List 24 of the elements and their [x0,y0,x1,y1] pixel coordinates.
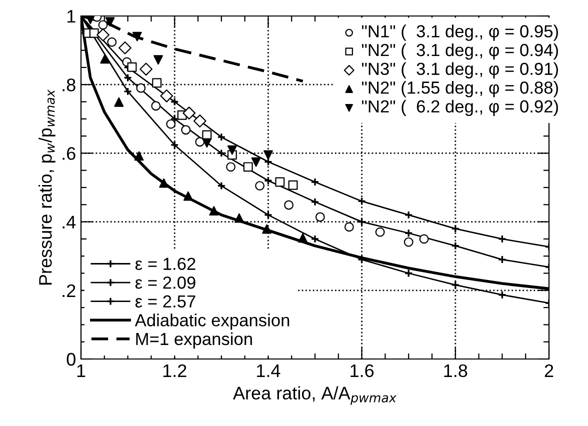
x-tick-label: 1.2 [163,364,186,377]
legend-label: "N3" ( 3.1 deg., φ = 0.91) [362,62,558,78]
y-tick-label: .6 [62,147,76,160]
legend-label: "N2" (1.55 deg., φ = 0.88) [362,81,558,98]
legend-label: "N1" ( 3.1 deg., φ = 0.95) [362,24,558,41]
y-tick-label: 1 [67,10,76,23]
x-tick-label: 1.6 [350,364,374,378]
legend-label: Adiabatic expansion [134,314,290,330]
legend-label: M=1 expansion [136,332,252,349]
y-tick-label: .8 [62,78,76,92]
x-tick-label: 1.4 [257,364,280,377]
legend-label: ε = 1.62 [135,258,196,270]
y-tick-label: 0 [66,352,76,366]
legend-label: ε = 2.09 [135,276,196,289]
x-axis-title: Area ratio, A/A$_{pwmax}$ [232,386,397,405]
x-tick-label: 1.8 [444,364,468,378]
legend-label: "N2" ( 3.1 deg., φ = 0.94) [362,43,558,60]
y-tick-label: .2 [62,284,76,297]
x-tick-label: 1 [77,364,86,377]
legend-label: "N2" ( 6.2 deg., φ = 0.92) [362,100,558,116]
x-tick-label: 2 [544,364,554,377]
y-axis-title: Pressure ratio, p$_{w}$/p$_{wmax}$ [38,89,56,285]
y-tick-label: .4 [62,216,76,228]
legend-label: ε = 2.57 [135,295,196,308]
